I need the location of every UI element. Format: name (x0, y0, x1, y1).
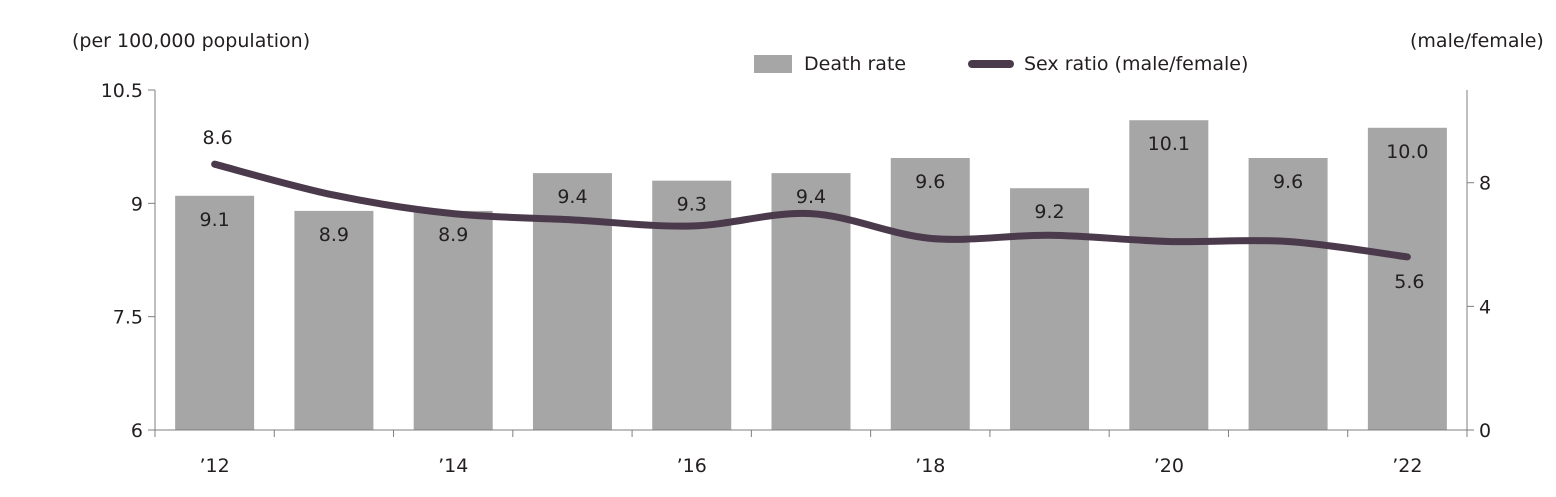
bar-death-rate-2015 (532, 173, 612, 430)
left-y-tick-label: 10.5 (101, 80, 143, 102)
bar-death-rate-2019 (1010, 188, 1090, 430)
sex-ratio-swatch (968, 60, 1014, 68)
death-rate-data-label: 9.6 (1273, 171, 1303, 193)
x-tick-label: ’12 (200, 455, 230, 477)
bar-death-rate-2013 (294, 210, 374, 430)
sex-ratio-legend-label: Sex ratio (male/female) (1024, 53, 1249, 75)
legend-death-rate: Death rate (754, 53, 906, 75)
right-y-tick-label: 4 (1479, 296, 1491, 318)
x-tick-label: ’14 (438, 455, 468, 477)
death-rate-swatch (754, 55, 792, 73)
left-y-tick-label: 9 (131, 193, 143, 215)
sex-ratio-data-label: 8.6 (203, 127, 233, 149)
bar-death-rate-2022 (1367, 127, 1447, 431)
right-axis-unit: (male/female) (1410, 30, 1544, 52)
death-rate-legend-label: Death rate (804, 53, 907, 75)
left-axis-unit: (per 100,000 population) (72, 30, 311, 52)
death-rate-data-label: 9.1 (200, 209, 230, 231)
death-rate-data-label: 9.4 (557, 186, 587, 208)
death-rate-data-label: 9.6 (915, 171, 945, 193)
death-rate-data-label: 8.9 (319, 224, 349, 246)
x-tick-label: ’20 (1154, 455, 1184, 477)
death-rate-data-label: 9.4 (796, 186, 826, 208)
left-y-tick-label: 6 (131, 420, 143, 442)
bar-death-rate-2014 (413, 210, 493, 430)
bar-death-rate-2016 (652, 180, 732, 430)
sex-ratio-line (211, 160, 1411, 261)
bar-death-rate-2012 (175, 195, 255, 430)
x-tick-label: ’16 (677, 455, 707, 477)
bar-death-rate-2020 (1129, 120, 1209, 430)
sex-ratio-data-label: 5.6 (1394, 271, 1424, 293)
x-tick-label: ’18 (915, 455, 945, 477)
death-rate-data-label: 9.3 (677, 194, 707, 216)
bar-death-rate-2021 (1248, 158, 1328, 430)
right-y-tick-label: 0 (1479, 420, 1491, 442)
x-tick-label: ’22 (1392, 455, 1422, 477)
death-rate-data-label: 8.9 (438, 224, 468, 246)
right-y-tick-label: 8 (1479, 173, 1491, 195)
left-y-tick-label: 7.5 (113, 307, 143, 329)
death-rate-data-label: 9.2 (1034, 201, 1064, 223)
death-rate-data-label: 10.1 (1148, 133, 1190, 155)
legend-sex-ratio: Sex ratio (male/female) (968, 53, 1248, 75)
bar-death-rate-2018 (890, 158, 970, 430)
death-rate-data-label: 10.0 (1386, 141, 1428, 163)
